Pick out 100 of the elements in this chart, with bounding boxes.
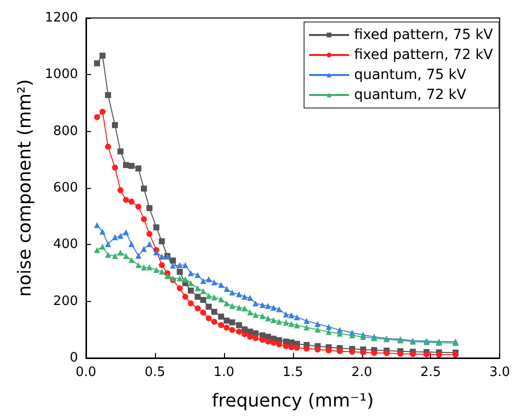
- point: [128, 198, 135, 205]
- point: [200, 278, 206, 284]
- point: [270, 317, 277, 324]
- point: [218, 282, 224, 288]
- point: [194, 305, 201, 312]
- point: [117, 250, 124, 256]
- point: [326, 324, 332, 330]
- y-tick-label: 400: [53, 237, 78, 252]
- point: [117, 187, 124, 194]
- point: [229, 326, 236, 333]
- legend-label: quantum, 75 kV: [354, 67, 467, 83]
- y-tick-label: 600: [53, 180, 78, 196]
- point: [276, 318, 282, 325]
- y-tick-label: 800: [53, 124, 78, 139]
- point: [282, 343, 289, 350]
- point: [211, 294, 218, 300]
- point: [94, 60, 100, 66]
- y-axis-title: noise component (mm²): [14, 79, 36, 297]
- point: [314, 346, 321, 352]
- point: [194, 272, 201, 278]
- point: [112, 253, 118, 259]
- point: [117, 232, 124, 239]
- y-tick-label: 1000: [44, 67, 78, 82]
- point: [122, 253, 129, 259]
- point: [304, 346, 310, 352]
- point: [259, 313, 266, 320]
- point: [304, 318, 310, 324]
- point: [265, 338, 272, 345]
- point: [188, 288, 194, 294]
- point: [242, 294, 248, 300]
- point: [236, 304, 242, 311]
- point: [94, 222, 100, 228]
- x-tick-label: 2.0: [351, 365, 372, 380]
- point: [336, 330, 343, 337]
- point: [288, 321, 294, 327]
- point: [224, 324, 230, 331]
- point: [122, 196, 129, 203]
- point: [304, 324, 310, 330]
- point: [294, 314, 300, 320]
- legend-label: fixed pattern, 75 kV: [354, 27, 494, 43]
- point: [270, 304, 277, 311]
- point: [206, 304, 212, 310]
- point: [294, 322, 300, 328]
- x-tick-label: 2.5: [420, 365, 442, 380]
- x-tick-label: 3.0: [489, 365, 510, 380]
- legend-label: quantum, 72 kV: [354, 87, 467, 103]
- x-tick-label: 1.5: [282, 365, 304, 380]
- point: [194, 285, 201, 292]
- point: [135, 262, 142, 268]
- point: [188, 300, 194, 306]
- point: [288, 312, 294, 318]
- x-axis-title: frequency (mm⁻¹): [212, 390, 374, 412]
- point: [211, 308, 218, 315]
- point: [140, 186, 147, 192]
- point: [206, 315, 212, 322]
- point: [282, 311, 289, 318]
- point: [122, 229, 129, 236]
- point: [135, 252, 142, 259]
- point: [270, 340, 277, 346]
- point: [158, 254, 165, 260]
- point: [100, 52, 106, 59]
- point: [242, 331, 248, 338]
- point: [252, 312, 259, 318]
- x-tick-label: 0.5: [144, 365, 166, 380]
- y-tick-label: 200: [53, 294, 78, 309]
- point: [200, 296, 206, 303]
- point: [260, 336, 266, 343]
- point: [122, 162, 129, 168]
- point: [259, 302, 266, 308]
- point: [314, 326, 321, 333]
- point: [247, 309, 254, 316]
- point: [265, 315, 272, 322]
- point: [158, 238, 165, 244]
- point: [182, 262, 188, 268]
- point: [229, 302, 236, 309]
- point: [194, 294, 201, 300]
- point: [146, 205, 152, 212]
- point: [206, 276, 212, 282]
- point: [436, 352, 442, 358]
- point: [218, 322, 224, 328]
- point: [105, 144, 112, 150]
- point: [94, 114, 100, 120]
- y-tick-label: 1200: [44, 10, 78, 26]
- point: [176, 268, 183, 275]
- point: [176, 275, 183, 282]
- point: [170, 262, 176, 269]
- point: [100, 244, 106, 250]
- point: [288, 344, 294, 350]
- point: [410, 351, 416, 358]
- point: [135, 204, 142, 210]
- point: [326, 328, 332, 335]
- point: [94, 247, 100, 254]
- point: [140, 246, 147, 252]
- point: [112, 234, 118, 240]
- point: [105, 252, 112, 258]
- point: [146, 241, 152, 248]
- point: [229, 290, 236, 296]
- point: [135, 165, 142, 172]
- point: [336, 348, 343, 354]
- point: [276, 341, 282, 348]
